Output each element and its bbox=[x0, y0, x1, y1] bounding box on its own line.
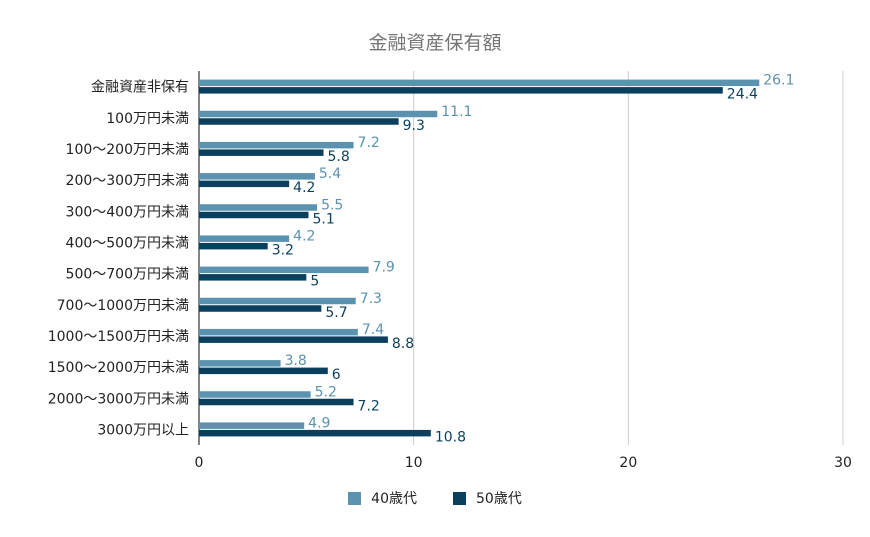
bar-40s bbox=[199, 266, 369, 274]
bar-50s bbox=[199, 398, 354, 406]
legend-item-50s[interactable]: 50歳代 bbox=[453, 488, 522, 508]
x-tick-label: 0 bbox=[195, 455, 204, 471]
bar-50s bbox=[199, 87, 723, 94]
data-label-40s: 5.4 bbox=[319, 166, 341, 182]
y-tick-label: 300～400万円未満 bbox=[66, 204, 189, 220]
legend-label-50s: 50歳代 bbox=[476, 491, 522, 507]
y-tick-label: 100万円未満 bbox=[106, 111, 189, 127]
bar-40s bbox=[199, 141, 354, 149]
bar-50s bbox=[199, 180, 290, 188]
bar-40s bbox=[199, 204, 318, 211]
legend-label-40s: 40歳代 bbox=[371, 491, 417, 507]
x-tick-label: 30 bbox=[834, 455, 852, 471]
legend-item-40s[interactable]: 40歳代 bbox=[348, 488, 417, 508]
bar-40s bbox=[199, 173, 315, 180]
y-tick-label: 1000～1500万円未満 bbox=[48, 329, 189, 345]
bar-40s bbox=[199, 235, 290, 242]
chart-title: 金融資産保有額 bbox=[368, 32, 502, 54]
data-label-50s: 5.1 bbox=[312, 211, 334, 227]
y-tick-label: 100～200万円未満 bbox=[66, 142, 189, 158]
bar-50s bbox=[199, 305, 322, 312]
data-label-50s: 3.2 bbox=[272, 242, 294, 258]
data-label-50s: 5.8 bbox=[328, 149, 350, 165]
data-label-50s: 24.4 bbox=[727, 87, 758, 103]
legend: 40歳代 50歳代 bbox=[0, 488, 870, 508]
data-label-40s: 5.5 bbox=[321, 197, 343, 213]
data-label-50s: 10.8 bbox=[435, 429, 466, 445]
bar-50s bbox=[199, 118, 399, 125]
data-label-40s: 7.4 bbox=[362, 322, 384, 338]
y-tick-label: 400～500万円未満 bbox=[66, 235, 189, 251]
bar-50s bbox=[199, 211, 309, 219]
data-label-40s: 7.3 bbox=[360, 291, 382, 307]
bar-40s bbox=[199, 422, 305, 429]
data-label-50s: 8.8 bbox=[392, 336, 414, 352]
y-tick-label: 500～700万円未満 bbox=[66, 267, 189, 283]
bar-50s bbox=[199, 242, 268, 250]
data-label-50s: 9.3 bbox=[403, 118, 425, 134]
bar-40s bbox=[199, 79, 760, 87]
bar-50s bbox=[199, 149, 324, 156]
y-tick-label: 金融資産非保有 bbox=[91, 80, 189, 96]
bar-40s bbox=[199, 360, 281, 367]
data-label-40s: 4.9 bbox=[308, 415, 330, 431]
bar-50s bbox=[199, 274, 307, 281]
data-label-40s: 7.2 bbox=[358, 135, 380, 151]
data-label-50s: 6 bbox=[332, 367, 341, 383]
y-tick-label: 3000万円以上 bbox=[97, 422, 189, 438]
bar-50s bbox=[199, 336, 388, 343]
bar-40s bbox=[199, 391, 311, 398]
bar-40s bbox=[199, 297, 356, 305]
data-label-40s: 11.1 bbox=[441, 104, 472, 120]
x-tick-label: 20 bbox=[619, 455, 637, 471]
bar-40s bbox=[199, 110, 438, 118]
legend-swatch-50s bbox=[453, 491, 466, 505]
y-tick-label: 700～1000万円未満 bbox=[57, 298, 189, 314]
data-label-50s: 4.2 bbox=[293, 180, 315, 196]
y-tick-label: 1500～2000万円未満 bbox=[48, 360, 189, 376]
data-label-50s: 5.7 bbox=[325, 305, 347, 321]
data-label-50s: 7.2 bbox=[358, 398, 380, 414]
x-tick-label: 10 bbox=[405, 455, 423, 471]
bar-50s bbox=[199, 429, 431, 437]
legend-swatch-40s bbox=[348, 491, 362, 505]
data-label-40s: 4.2 bbox=[293, 228, 315, 244]
bar-50s bbox=[199, 367, 328, 375]
y-tick-label: 2000～3000万円未満 bbox=[48, 391, 189, 407]
data-label-40s: 3.8 bbox=[285, 353, 307, 369]
data-label-40s: 26.1 bbox=[763, 73, 794, 89]
data-label-40s: 5.2 bbox=[315, 384, 337, 400]
y-tick-label: 200～300万円未満 bbox=[66, 173, 189, 189]
bar-40s bbox=[199, 328, 358, 336]
data-label-50s: 5 bbox=[310, 274, 319, 290]
data-label-40s: 7.9 bbox=[373, 260, 395, 276]
